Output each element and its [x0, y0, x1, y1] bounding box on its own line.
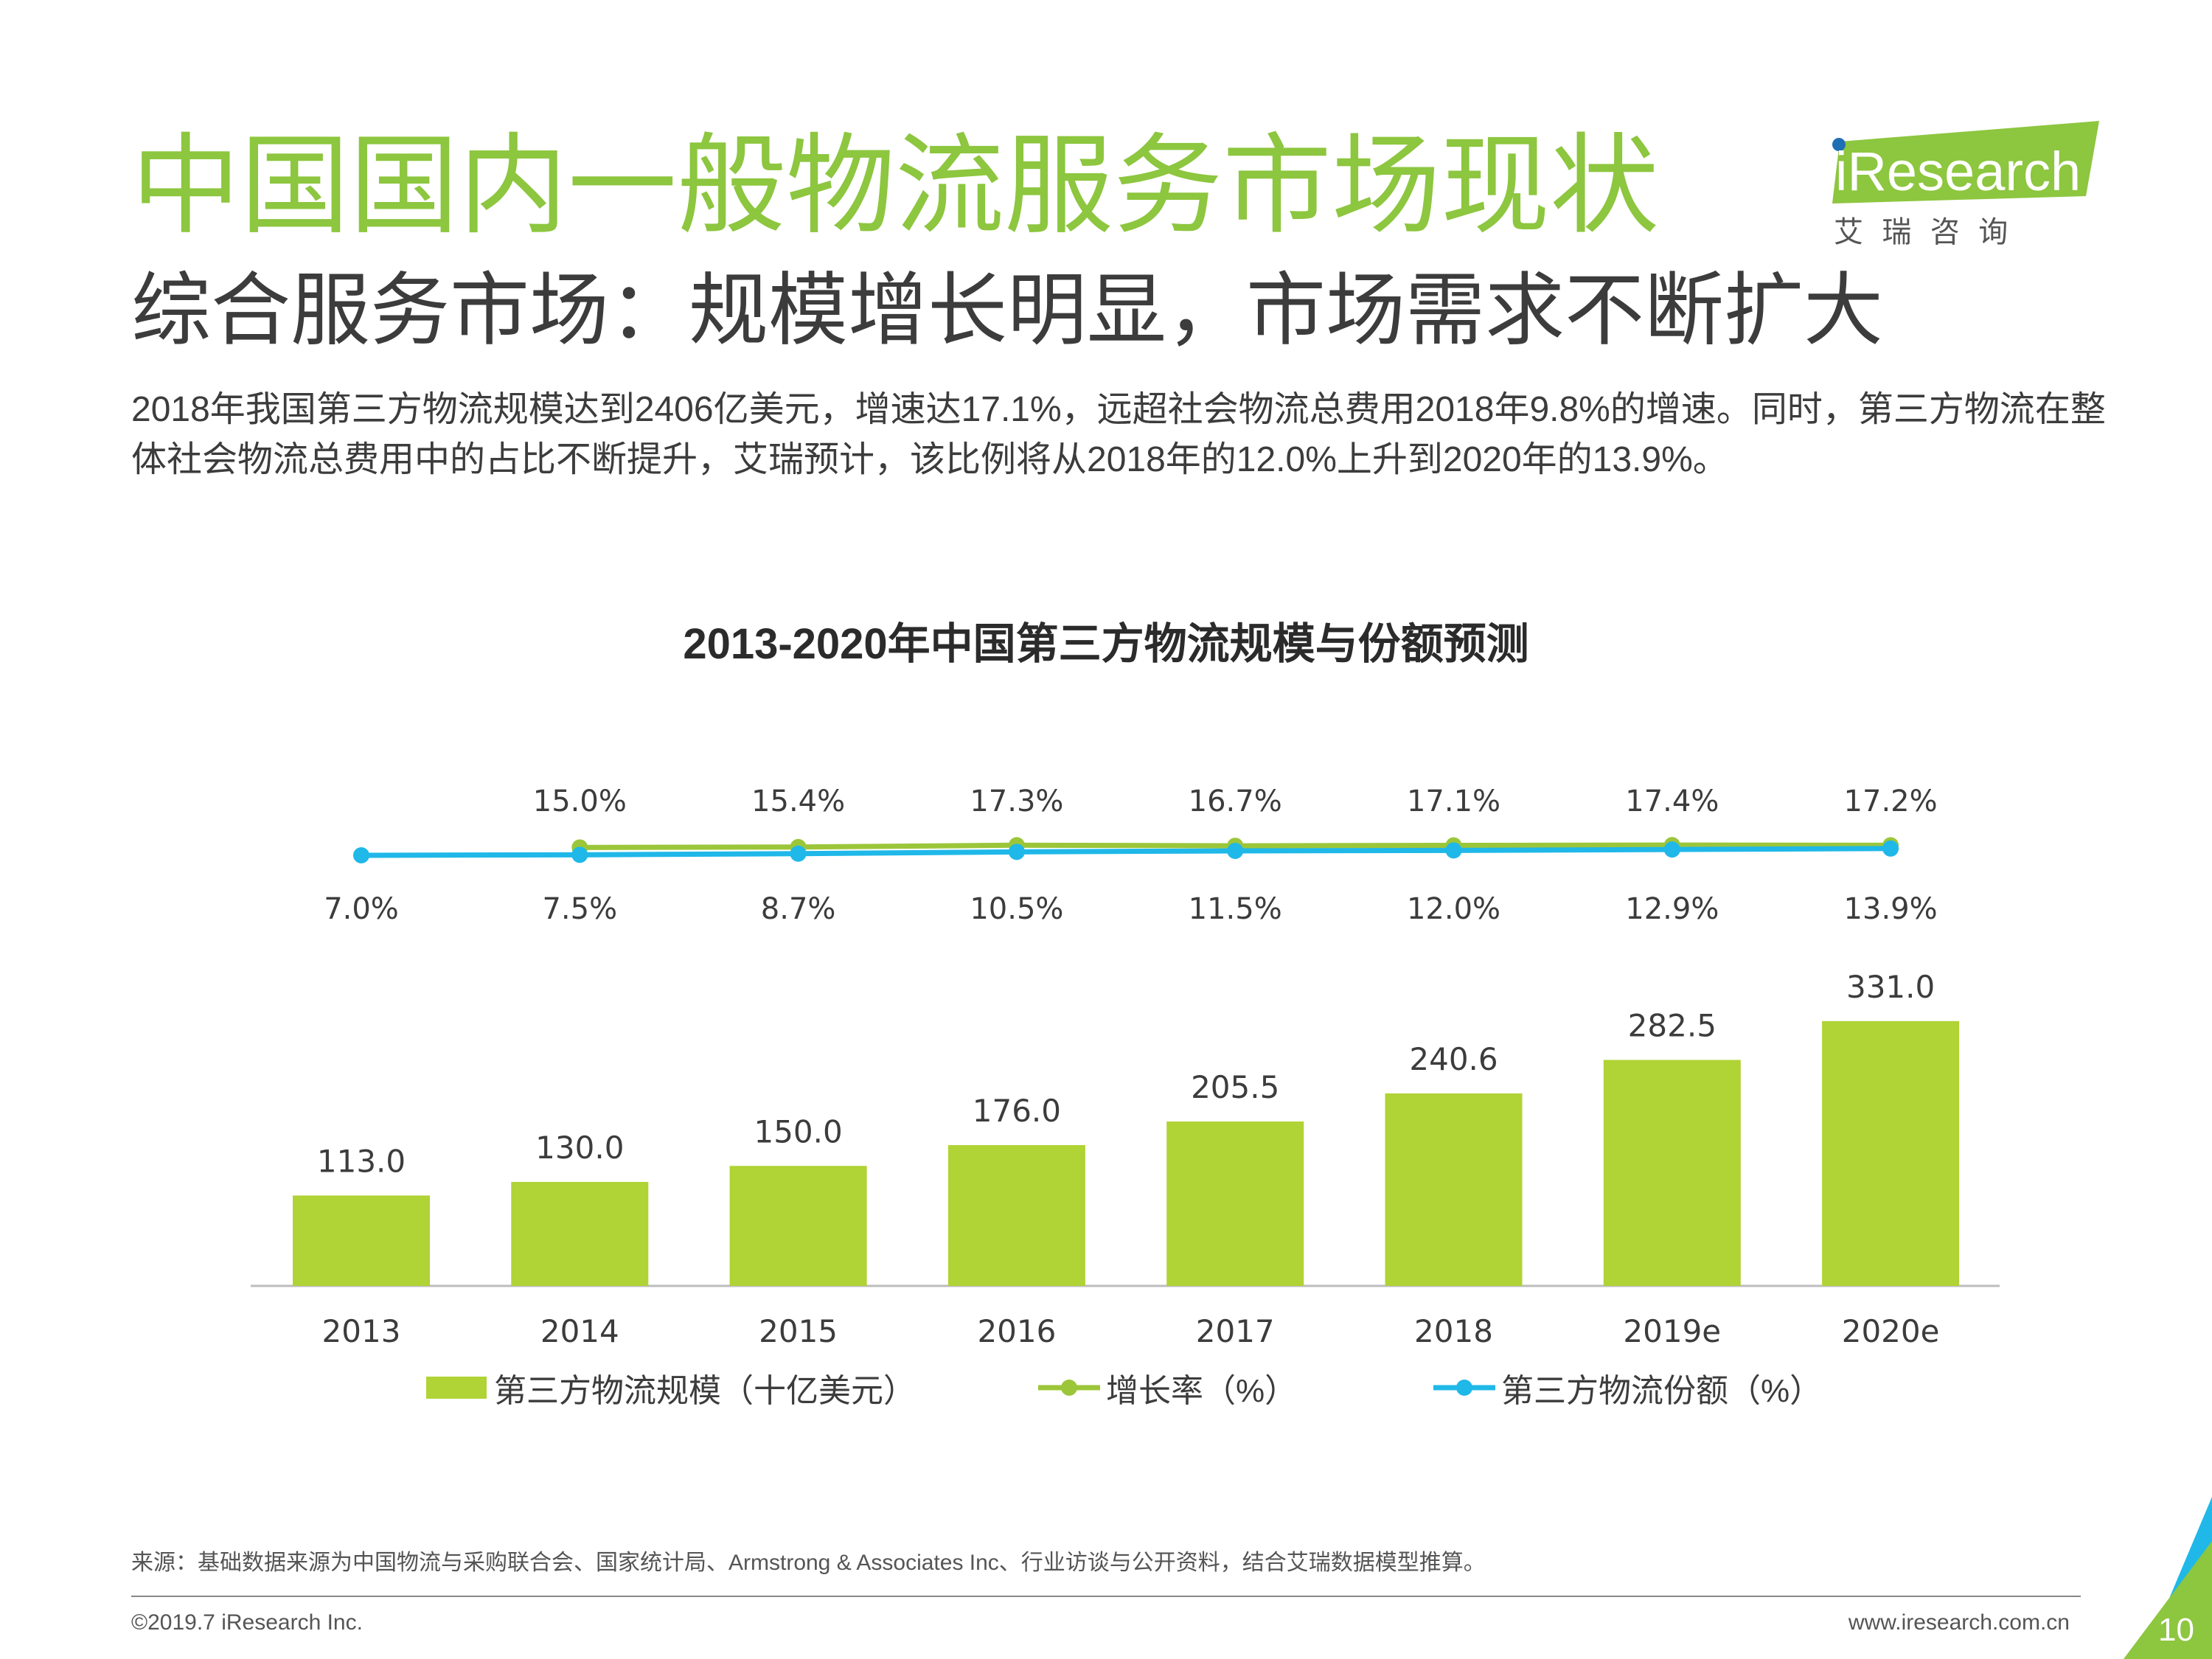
share-point-2017 [1227, 843, 1244, 859]
bar-value-labels: 113.0 130.0 150.0 176.0 205.5 240.6 282.5 331.0 [317, 969, 1935, 1180]
legend-item-share: 第三方物流份额（%） [1433, 1364, 1822, 1411]
x-tick-2015: 2015 [759, 1313, 838, 1349]
x-tick-2016: 2016 [977, 1313, 1056, 1349]
growth-label-2017: 16.7% [1189, 785, 1282, 818]
source-note: 来源：基础数据来源为中国物流与采购联合会、国家统计局、Armstrong & A… [131, 1551, 1486, 1575]
bar-label-2014: 130.0 [535, 1130, 624, 1166]
growth-label-2020e: 17.2% [1844, 785, 1938, 818]
share-label-2015: 8.7% [761, 892, 836, 926]
logo-dot [1832, 138, 1846, 151]
x-tick-labels: 2013 2014 2015 2016 2017 2018 2019e 2020e [322, 1313, 1940, 1349]
bar-label-2015: 150.0 [754, 1113, 842, 1150]
growth-label-2014: 15.0% [533, 785, 627, 818]
growth-label-2019e: 17.4% [1625, 785, 1719, 818]
summary-text: 2018年我国第三方物流规模达到2406亿美元，增速达17.1%，远超社会物流总… [131, 390, 2106, 479]
share-label-2014: 7.5% [542, 892, 617, 926]
x-tick-2014: 2014 [540, 1313, 619, 1349]
share-point-2019e [1663, 841, 1680, 858]
share-label-2013: 7.0% [324, 892, 399, 926]
bar-2020e [1822, 1020, 1960, 1286]
page-subtitle: 综合服务市场：规模增长明显，市场需求不断扩大 [131, 265, 1884, 355]
logo-brand: iResearch [1835, 141, 2081, 202]
bar-label-2018: 240.6 [1409, 1041, 1498, 1077]
share-point-2015 [790, 845, 807, 862]
legend-label-scale: 第三方物流规模（十亿美元） [494, 1373, 916, 1409]
bar-label-2020e: 331.0 [1846, 969, 1935, 1005]
bar-label-2017: 205.5 [1191, 1069, 1279, 1105]
footer-divider [131, 1596, 2081, 1597]
share-label-2016: 10.5% [970, 892, 1063, 926]
growth-label-2018: 17.1% [1407, 785, 1500, 818]
iresearch-logo: iResearch 艾 瑞 咨 询 [1832, 121, 2099, 249]
logo-cn-name: 艾 瑞 咨 询 [1834, 215, 2008, 249]
legend-label-growth: 增长率（%） [1106, 1373, 1298, 1409]
x-tick-2018: 2018 [1414, 1313, 1493, 1349]
share-label-2017: 11.5% [1189, 892, 1282, 926]
chart-title: 2013-2020年中国第三方物流规模与份额预测 [683, 620, 1529, 668]
corner-decoration [2124, 1497, 2212, 1659]
x-tick-2020e: 2020e [1842, 1313, 1940, 1349]
legend-swatch-bar [426, 1377, 487, 1399]
share-label-2019e: 12.9% [1625, 892, 1719, 926]
legend-label-share: 第三方物流份额（%） [1501, 1373, 1823, 1409]
legend-swatch-share-line [1433, 1380, 1495, 1396]
line-value-labels: 7.0% 15.0% 7.5% 15.4% 8.7% 17.3% 10.5% 16.7% 11.… [324, 785, 1937, 926]
legend-item-growth: 增长率（%） [1038, 1364, 1297, 1411]
website-link[interactable]: www.iresearch.com.cn [1848, 1610, 2070, 1635]
share-point-2013 [353, 847, 369, 863]
share-line [361, 846, 1891, 858]
x-tick-2019e: 2019e [1623, 1313, 1721, 1349]
bar-2019e [1603, 1060, 1741, 1286]
copyright: ©2019.7 iResearch Inc. [131, 1610, 363, 1635]
bar-label-2016: 176.0 [973, 1093, 1061, 1129]
page-number: 10 [2158, 1612, 2194, 1648]
x-tick-2017: 2017 [1196, 1313, 1275, 1349]
share-label-2020e: 13.9% [1844, 892, 1938, 926]
logo-banner [1832, 121, 2099, 204]
chart-legend: 第三方物流规模（十亿美元） 增长率（%） 第三方物流份额（%） [0, 1364, 2212, 1416]
chart-area: 113.0 130.0 150.0 176.0 205.5 240.6 282.5 331.0… [251, 785, 2000, 1349]
line-series [353, 837, 1899, 863]
share-point-2016 [1008, 844, 1025, 860]
bar-2016 [947, 1145, 1085, 1286]
legend-item-scale: 第三方物流规模（十亿美元） [426, 1364, 916, 1411]
share-point-2018 [1445, 842, 1462, 859]
bar-2014 [511, 1181, 649, 1286]
bar-2018 [1385, 1093, 1523, 1286]
bar-label-2013: 113.0 [317, 1143, 406, 1179]
bar-2013 [293, 1195, 430, 1286]
growth-label-2015: 15.4% [751, 785, 845, 818]
bar-2015 [729, 1166, 867, 1286]
share-point-2014 [571, 846, 588, 863]
bar-label-2019e: 282.5 [1628, 1007, 1717, 1043]
bar-series [293, 1020, 1960, 1286]
share-label-2018: 12.0% [1407, 892, 1500, 926]
legend-swatch-growth-line [1038, 1380, 1100, 1396]
growth-label-2016: 17.3% [970, 785, 1063, 818]
x-tick-2013: 2013 [322, 1313, 401, 1349]
page-title: 中国国内一般物流服务市场现状 [131, 125, 1659, 247]
bar-2017 [1166, 1121, 1304, 1286]
share-point-2020e [1882, 840, 1899, 857]
